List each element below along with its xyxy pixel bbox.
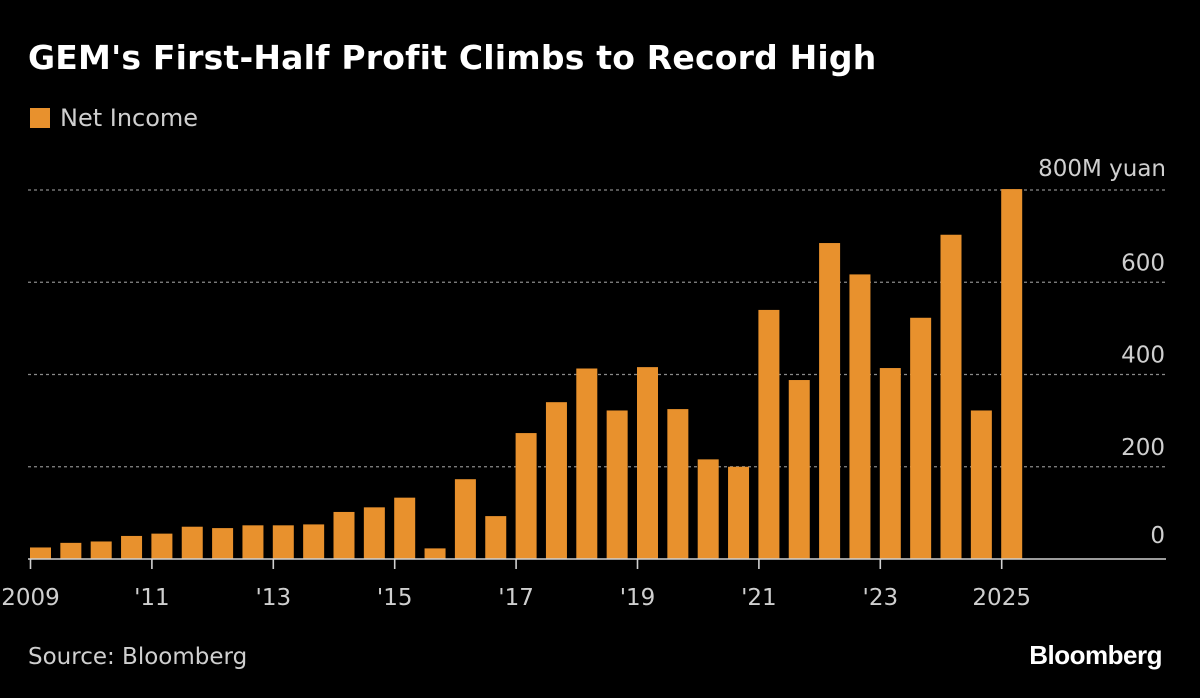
chart-title: GEM's First-Half Profit Climbs to Record… bbox=[28, 38, 877, 77]
x-tick-label-2009: 2009 bbox=[1, 585, 60, 611]
y-tick-label-200: 200 bbox=[1121, 435, 1165, 461]
bar-2020-h2 bbox=[728, 466, 750, 559]
bar-chart: 0 200 400 600 800M yuan 2009 '11 '13 '15 '17 '19 '2… bbox=[1, 156, 1166, 611]
bar-2011-h1 bbox=[151, 533, 173, 559]
bar-2019-h1 bbox=[637, 367, 658, 559]
bar-2013-h1 bbox=[272, 525, 294, 559]
legend: Net Income bbox=[30, 104, 198, 132]
y-tick-label-0: 0 bbox=[1150, 523, 1165, 549]
x-tick-label-2015: '15 bbox=[377, 585, 413, 611]
x-tick-label-2021: '21 bbox=[741, 585, 777, 611]
bar-2021-h2 bbox=[788, 380, 810, 559]
bar-2015-h2 bbox=[424, 548, 446, 559]
source-note: Source: Bloomberg bbox=[28, 644, 248, 670]
bar-2019-h2 bbox=[667, 409, 689, 559]
legend-label-net-income: Net Income bbox=[60, 104, 199, 132]
x-tick-label-2017: '17 bbox=[498, 585, 534, 611]
bar-2022-h2 bbox=[849, 274, 871, 559]
bar-2010-h2 bbox=[121, 535, 143, 559]
bar-2016-h2 bbox=[485, 516, 507, 559]
bar-2024-h2 bbox=[970, 410, 992, 559]
legend-swatch-net-income bbox=[30, 108, 50, 128]
x-tick-label-2013: '13 bbox=[256, 585, 292, 611]
x-tick-label-2023: '23 bbox=[863, 585, 899, 611]
bar-2016-h1 bbox=[454, 479, 476, 559]
bar-2013-h2 bbox=[303, 524, 325, 559]
y-tick-label-600: 600 bbox=[1121, 250, 1165, 276]
bar-2023-h1 bbox=[879, 368, 901, 559]
bar-2018-h2 bbox=[606, 410, 628, 559]
x-tick-label-2019: '19 bbox=[620, 585, 656, 611]
bar-2009-h2 bbox=[60, 542, 82, 559]
bloomberg-logo: Bloomberg bbox=[1029, 640, 1162, 670]
y-tick-label-400: 400 bbox=[1121, 343, 1165, 369]
bar-2011-h2 bbox=[181, 526, 203, 559]
bar-2017-h2 bbox=[545, 402, 567, 559]
bar-2025-h1 bbox=[1001, 189, 1023, 559]
bar-2010-h1 bbox=[90, 541, 112, 559]
y-unit-label: 800M yuan bbox=[1038, 156, 1166, 182]
bar-2023-h2 bbox=[910, 317, 932, 559]
bar-2017-h1 bbox=[515, 433, 537, 559]
x-tick-label-2011: '11 bbox=[134, 585, 170, 611]
x-tick-label-2025: 2025 bbox=[972, 585, 1031, 611]
bar-2020-h1 bbox=[697, 459, 719, 559]
bar-2012-h2 bbox=[242, 525, 264, 559]
bar-2015-h1 bbox=[394, 497, 416, 559]
bar-2014-h2 bbox=[363, 507, 385, 559]
bar-2009-h1 bbox=[30, 547, 51, 559]
bar-2022-h1 bbox=[819, 243, 841, 559]
bar-2012-h1 bbox=[212, 528, 234, 559]
bar-2024-h1 bbox=[940, 234, 962, 559]
bar-2014-h1 bbox=[333, 511, 355, 559]
bar-2021-h1 bbox=[758, 309, 780, 559]
bar-2018-h1 bbox=[576, 368, 598, 559]
